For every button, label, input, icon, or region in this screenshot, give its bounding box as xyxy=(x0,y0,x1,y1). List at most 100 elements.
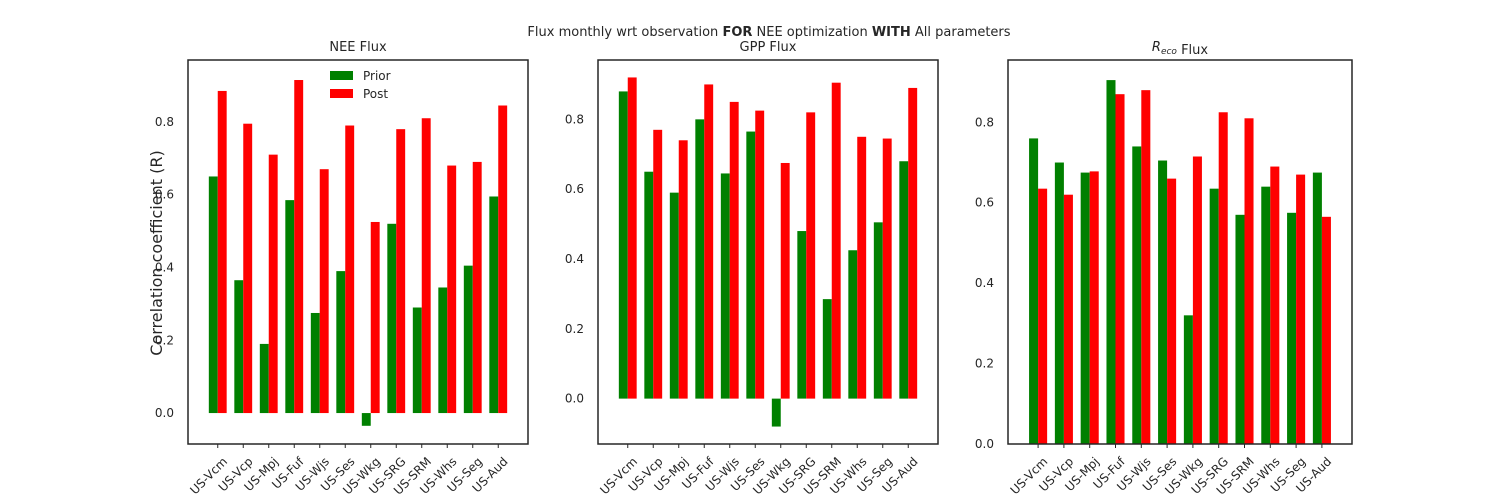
bar-post-us-vcp xyxy=(1063,194,1073,444)
bar-prior-us-vcp xyxy=(1054,162,1064,444)
legend-swatch-prior xyxy=(330,71,353,80)
y-tick-label: 0.6 xyxy=(155,188,174,202)
panels: NEE FluxUS-VcmUS-VcpUS-MpjUS-FufUS-WjsUS… xyxy=(155,40,1353,498)
y-tick-label: 0.8 xyxy=(565,112,584,126)
bar-prior-us-aud xyxy=(489,196,499,414)
figure-title: Flux monthly wrt observation FOR NEE opt… xyxy=(527,25,1010,40)
bar-prior-us-ses xyxy=(746,131,756,399)
bar-prior-us-fuf xyxy=(285,200,295,414)
bar-post-us-mpj xyxy=(678,140,688,399)
bar-post-us-wkg xyxy=(1192,156,1202,444)
y-tick-label: 0.6 xyxy=(975,196,994,210)
y-tick-label: 0.4 xyxy=(155,260,174,274)
y-tick-label: 0.0 xyxy=(975,437,994,451)
subplot-title-part: eco xyxy=(1161,47,1177,57)
subplot-title: GPP Flux xyxy=(740,40,797,55)
bar-post-us-srm xyxy=(421,118,431,414)
bar-post-us-vcm xyxy=(1038,188,1048,444)
bar-post-us-mpj xyxy=(1089,171,1099,444)
bar-post-us-srm xyxy=(831,82,841,399)
bar-prior-us-seg xyxy=(463,265,473,414)
bar-prior-us-wkg xyxy=(361,413,371,426)
axes-frame xyxy=(1007,59,1353,445)
figure-title-part: Flux monthly wrt observation xyxy=(527,25,722,40)
legend: Prior Post xyxy=(330,69,391,101)
bar-prior-us-srg xyxy=(797,231,807,399)
bar-prior-us-aud xyxy=(899,161,909,399)
bar-post-us-wkg xyxy=(370,221,380,414)
bar-prior-us-whs xyxy=(848,250,858,399)
bar-post-us-wkg xyxy=(780,162,790,399)
bar-post-us-srg xyxy=(806,112,816,399)
bar-post-us-wjs xyxy=(319,169,329,414)
bar-prior-us-wkg xyxy=(1183,315,1193,444)
bar-post-us-aud xyxy=(498,105,508,414)
bar-prior-us-ses xyxy=(1158,160,1168,444)
subplot-3: Reco FluxUS-VcmUS-VcpUS-MpjUS-FufUS-WjsU… xyxy=(975,40,1353,498)
bar-post-us-whs xyxy=(857,136,867,399)
bar-post-us-seg xyxy=(882,138,892,399)
bar-prior-us-vcm xyxy=(618,91,628,399)
bar-post-us-seg xyxy=(1296,174,1306,444)
bar-prior-us-fuf xyxy=(695,119,705,399)
bar-post-us-wjs xyxy=(729,101,739,399)
bar-post-us-ses xyxy=(1167,178,1177,444)
legend-swatch-post xyxy=(330,89,353,98)
bar-post-us-ses xyxy=(755,110,765,399)
axes-frame xyxy=(187,59,529,445)
bar-prior-us-srm xyxy=(1235,214,1245,444)
bar-post-us-aud xyxy=(908,87,918,399)
bar-prior-us-vcm xyxy=(1029,138,1039,444)
bar-prior-us-ses xyxy=(336,271,346,414)
bar-post-us-srm xyxy=(1244,118,1254,445)
bar-post-us-whs xyxy=(447,165,457,414)
bar-prior-us-aud xyxy=(1312,172,1322,444)
bar-prior-us-fuf xyxy=(1106,80,1116,444)
bar-prior-us-wjs xyxy=(720,173,730,399)
bar-prior-us-mpj xyxy=(1080,172,1090,444)
y-tick-label: 0.4 xyxy=(565,252,584,266)
bar-prior-us-wjs xyxy=(1132,146,1142,444)
bar-post-us-wjs xyxy=(1141,90,1151,444)
subplot-title-part: R xyxy=(1152,40,1161,55)
subplot-title-part: NEE Flux xyxy=(329,40,387,55)
bar-post-us-fuf xyxy=(704,84,714,399)
y-tick-label: 0.8 xyxy=(155,115,174,129)
bar-post-us-srg xyxy=(1218,112,1228,445)
bar-prior-us-srg xyxy=(1209,188,1219,444)
y-tick-label: 0.2 xyxy=(975,357,994,371)
bar-prior-us-whs xyxy=(1261,186,1271,444)
subplot-title: Reco Flux xyxy=(1152,40,1209,58)
bar-prior-us-seg xyxy=(1287,212,1297,444)
bar-prior-us-srm xyxy=(412,307,422,414)
axes-frame xyxy=(597,59,939,445)
figure-title-part: WITH xyxy=(872,25,911,40)
bar-prior-us-wkg xyxy=(771,398,781,427)
legend-label-post: Post xyxy=(363,87,388,101)
bar-prior-us-whs xyxy=(438,287,448,414)
figure-title-part: All parameters xyxy=(911,25,1011,40)
bar-post-us-srg xyxy=(396,129,406,414)
bar-post-us-seg xyxy=(472,161,482,414)
bar-prior-us-vcp xyxy=(234,280,244,414)
bar-post-us-fuf xyxy=(294,80,304,414)
y-tick-label: 0.2 xyxy=(155,333,174,347)
figure-title-part: NEE optimization xyxy=(752,25,871,40)
bar-prior-us-seg xyxy=(873,222,883,399)
bar-post-us-vcp xyxy=(243,123,253,414)
bar-prior-us-srg xyxy=(387,223,397,414)
bar-post-us-aud xyxy=(1321,216,1331,444)
legend-label-prior: Prior xyxy=(363,69,391,83)
bar-post-us-vcp xyxy=(653,129,663,399)
y-tick-label: 0.0 xyxy=(565,392,584,406)
subplot-1: NEE FluxUS-VcmUS-VcpUS-MpjUS-FufUS-WjsUS… xyxy=(155,40,529,498)
figure-title-part: FOR xyxy=(722,25,752,40)
bar-prior-us-vcm xyxy=(208,176,218,414)
subplot-2: GPP FluxUS-VcmUS-VcpUS-MpjUS-FufUS-WjsUS… xyxy=(565,40,939,498)
bar-prior-us-vcp xyxy=(644,171,654,399)
subplot-title-part: GPP Flux xyxy=(740,40,797,55)
bar-post-us-vcm xyxy=(217,90,227,414)
bar-post-us-fuf xyxy=(1115,94,1125,445)
y-tick-label: 0.4 xyxy=(975,276,994,290)
